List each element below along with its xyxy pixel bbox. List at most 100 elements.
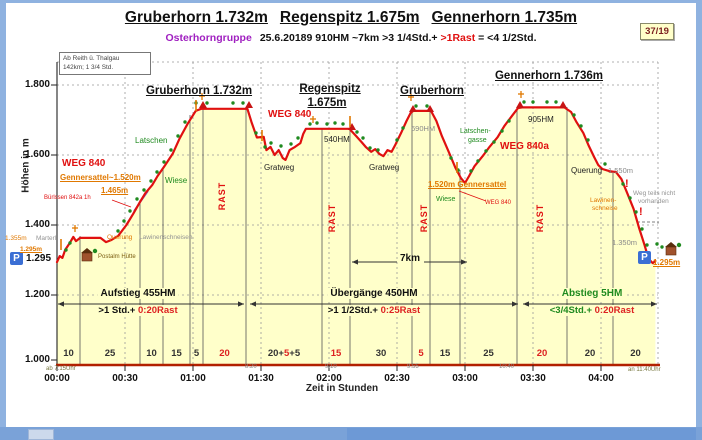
profile-area — [57, 107, 656, 366]
segment-minutes-cell: 15 — [163, 348, 190, 359]
tree-marker-icon — [155, 170, 159, 174]
subtitle-end: = <4 1/2Std. — [475, 32, 537, 44]
tree-marker-icon — [142, 188, 146, 192]
segment-minutes-cell: 5 — [190, 348, 203, 359]
tree-marker-icon — [368, 146, 372, 150]
tree-marker-icon — [296, 136, 300, 140]
segment-minutes: 25 — [483, 348, 494, 359]
x-tick-label: 00:30 — [112, 373, 138, 384]
section-uebergaenge-rast: 0:25Rast — [380, 305, 421, 316]
parking-icon-left: P — [10, 252, 23, 265]
tree-marker-icon — [341, 122, 345, 126]
segment-minutes-cell: 15 — [430, 348, 460, 359]
tree-marker-icon — [507, 119, 511, 123]
time-820: 8:20 — [245, 364, 257, 370]
summit-triangle-icon — [409, 105, 417, 112]
tree-marker-icon — [325, 122, 329, 126]
label-1355m: 1.355m — [5, 235, 27, 242]
subtitle-info: 25.6.20189 910HM ~7km >3 1/4Std.+ — [259, 32, 441, 44]
tree-marker-icon — [603, 162, 607, 166]
section-aufstieg-rast: 0:20Rast — [138, 305, 178, 316]
tree-marker-icon — [660, 245, 664, 249]
tree-marker-icon — [116, 229, 120, 233]
tree-marker-icon — [449, 156, 453, 160]
tree-marker-icon — [269, 141, 273, 145]
title-gennerhorn: Gennerhorn 1.735m — [431, 9, 578, 26]
approach-info-line1: Ab Reith ü. Thalgau — [63, 55, 120, 62]
hut-icon — [665, 242, 677, 247]
tree-marker-icon — [522, 100, 526, 104]
summit-triangle-icon — [516, 101, 524, 108]
tree-marker-icon — [135, 197, 139, 201]
profile-line — [55, 106, 657, 265]
label-weg-teils-1: Weg teils nicht — [633, 190, 676, 197]
scrollbar-thumb[interactable] — [347, 428, 696, 440]
summit-triangle-icon — [348, 123, 356, 130]
scrollbar-button[interactable] — [28, 429, 54, 440]
label-weg-teils-2: vorhanden — [638, 198, 669, 205]
tree-marker-icon — [68, 241, 72, 245]
peak-label-gennerhorn: Gennerhorn 1.736m — [494, 70, 604, 82]
x-tick-label: 03:30 — [520, 373, 546, 384]
tree-marker-icon — [586, 138, 590, 142]
segment-minutes: 5 — [193, 348, 200, 359]
label-1295m-left: 1.295m — [20, 246, 43, 253]
label-querung-1: Querung — [107, 234, 133, 241]
p-tick-label: 1.295 — [26, 253, 52, 264]
tree-marker-icon — [621, 182, 625, 186]
time-1040: 10:40 — [499, 364, 515, 370]
segment-minutes-cell: 10 — [57, 348, 80, 359]
label-1295m-right: 1.295m — [653, 258, 681, 267]
tree-marker-icon — [476, 159, 480, 163]
tree-marker-icon — [484, 149, 488, 153]
x-tick-label: 03:00 — [452, 373, 478, 384]
segment-minutes: 15 — [439, 348, 451, 359]
tree-marker-icon — [128, 209, 132, 213]
tree-marker-icon — [634, 210, 638, 214]
segment-minutes: 5 — [418, 348, 424, 359]
tree-marker-icon — [395, 138, 399, 142]
parking-icon-right: P — [638, 251, 651, 264]
tree-marker-icon — [92, 248, 98, 254]
label-wiese-2: Wiese — [436, 196, 456, 203]
label-weg-840-2: WEG 840 — [268, 109, 312, 120]
tree-marker-icon — [579, 124, 583, 128]
tree-marker-icon — [425, 104, 429, 108]
section-abstieg-rast: 0:20Rast — [594, 305, 635, 316]
arrowhead — [651, 301, 657, 307]
y-tick-label: 1.600 — [24, 149, 50, 160]
tree-marker-icon — [289, 142, 293, 146]
y-tick-label: 1.200 — [24, 289, 50, 300]
section-abstieg-duration: <3/4Std.+ 0:20Rast — [546, 305, 638, 316]
segment-minutes-cell: 25 — [80, 348, 140, 359]
time-955: 9:55 — [407, 364, 419, 370]
arrowhead — [523, 301, 529, 307]
segment-minutes: +5 — [289, 348, 301, 359]
label-690hm: 690HM — [411, 124, 436, 133]
section-aufstieg-duration: >1 Std.+ 0:20Rast — [95, 305, 181, 316]
y-tick-label: 1.000 — [24, 354, 50, 365]
tree-marker-icon — [376, 148, 380, 152]
peak-label-gruberhorn-2: Gruberhorn — [400, 85, 464, 97]
segment-minutes: 10 — [63, 348, 74, 359]
tree-marker-icon — [333, 121, 337, 125]
arrowhead — [58, 301, 64, 307]
tree-marker-icon — [263, 145, 267, 149]
section-aufstieg-title: Aufstieg 455HM — [97, 288, 179, 299]
label-weg-840-1: WEG 840 — [62, 158, 106, 169]
time-start: ab 7:15Uhr — [46, 366, 76, 372]
label-warn-2: ! — [639, 206, 643, 218]
tree-marker-icon — [149, 179, 153, 183]
segment-minutes: 20 — [584, 348, 596, 359]
tree-marker-icon — [122, 219, 126, 223]
leader-line — [458, 190, 487, 202]
label-weg-840a: WEG 840a — [500, 141, 549, 152]
section-uebergaenge-title: Übergänge 450HM — [327, 288, 421, 299]
y-tick-label: 1.800 — [24, 79, 50, 90]
segment-minutes: 20 — [630, 348, 641, 359]
segment-minutes-cell: 10 — [140, 348, 163, 359]
x-axis-title: Zeit in Stunden — [305, 383, 379, 394]
segment-minutes: 10 — [146, 348, 157, 359]
label-gennersattel-1520: Gennersattel~1.520m — [60, 173, 141, 182]
